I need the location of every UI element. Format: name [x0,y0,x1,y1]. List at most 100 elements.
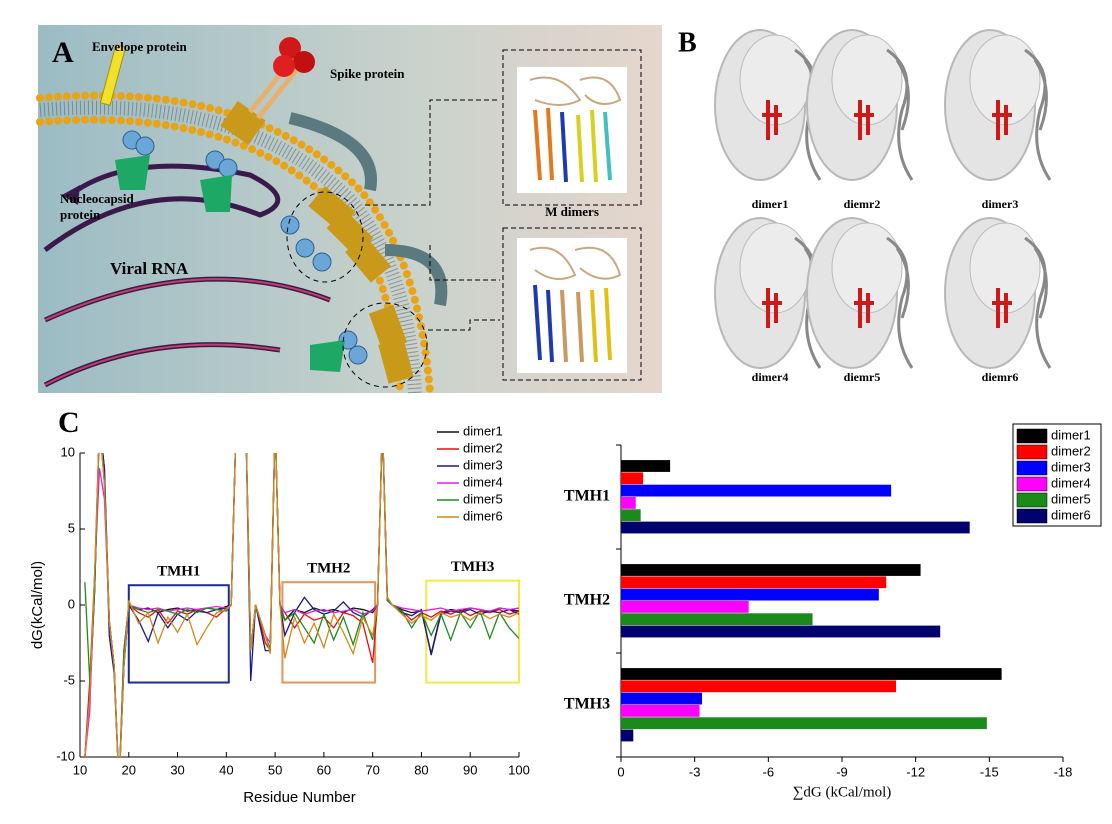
rna-arrow-head [62,185,80,205]
x-tick-label: 80 [414,762,428,777]
x-tick-label: 70 [365,762,379,777]
bar [621,576,887,589]
x-tick-label: 20 [122,762,136,777]
spike-base [220,100,266,146]
structure-label: dimer1 [752,197,789,211]
spike-head [273,55,295,77]
spike-head [279,37,301,59]
x-tick-label: -9 [836,764,848,779]
bar [621,521,970,534]
region-box [425,579,521,684]
bar [621,625,941,638]
membrane-outer [36,91,434,397]
structure-ribbon [1024,236,1052,369]
viral-rna-highlight [44,278,331,386]
structure-label: diemr5 [844,370,881,384]
dimer-box [502,49,642,206]
legend-label: dimer3 [463,457,503,472]
region-label: TMH2 [307,561,350,577]
y-tick-label: 10 [61,444,75,459]
series-line [84,453,519,757]
x-tick-label: -3 [689,764,701,779]
legend-swatch [1016,444,1048,460]
x-tick-label: 90 [463,762,477,777]
nucleocapsid-bodies [115,155,345,372]
binding-residues [854,288,874,328]
legend-label: dimer3 [1051,459,1091,474]
structure-label: diemr6 [982,370,1019,384]
region-box [127,584,230,684]
line-chart: -10 -5 0 5 10 10 20 30 40 50 60 70 80 90 100 Residue Nu… [29,423,530,806]
panel-label: C [58,406,80,439]
helices [533,107,612,363]
bar [621,509,641,522]
legend-swatch [1016,428,1048,444]
y-axis-label: dG(kCal/mol) [29,561,46,649]
bar [621,668,1002,680]
y-tick-label: -5 [63,672,75,687]
category-label: TMH1 [564,488,610,505]
legend-label: dimer1 [1051,427,1091,442]
nucleocapsid-shapes [122,130,368,365]
bar [621,705,700,717]
region-label: TMH3 [451,559,494,575]
bar [621,717,987,730]
bar [621,472,644,485]
structure-label: dimer4 [752,370,789,384]
panel-b: B dimer1 diemr2 dimer3 dimer4 diemr5 diemr6 [678,27,1052,384]
legend-label: dimer1 [463,423,503,438]
x-tick-label: 30 [170,762,184,777]
legend-swatch [1016,460,1048,476]
plot-lines [84,453,519,757]
label: Viral RNA [110,259,189,278]
series-line [84,453,519,757]
x-tick-label: -18 [1054,764,1073,779]
bar [621,460,671,472]
label: Envelope protein [92,39,188,54]
x-tick-label: 0 [617,764,624,779]
bar [621,601,749,613]
legend-label: dimer4 [1051,475,1091,490]
dimer-circle [342,302,428,388]
structure-label: diemr2 [844,197,881,211]
x-tick-label: -12 [906,764,925,779]
membrane-lipids [39,100,422,394]
x-tick-label: 60 [317,762,331,777]
x-tick-label: 100 [508,762,530,777]
arrow [288,112,377,192]
legend-label: dimer6 [1051,507,1091,522]
x-tick-label: -6 [763,764,775,779]
label: M dimers [545,204,599,219]
structure-ribbon [1024,48,1052,181]
x-tick-label: 40 [219,762,233,777]
label: protein [60,207,101,222]
envelope-protein-shape [99,44,127,106]
label: Nucleocapsid [60,191,134,206]
structure-label: dimer3 [982,197,1019,211]
legend-label: dimer5 [463,491,503,506]
bar [621,484,892,497]
series-line [84,453,519,757]
legend-swatch [1016,476,1048,492]
x-axis-label: Residue Number [243,789,356,806]
callout-lines [365,99,500,331]
y-tick-label: 5 [68,520,75,535]
binding-residues [992,288,1012,328]
bar [621,680,897,693]
x-axis-label: ∑dG (kCal/mol) [793,784,892,800]
binding-residues [762,100,782,140]
series-line [84,453,519,757]
panel-a: A Envelope protein Spike protein Nucleoc… [36,25,662,397]
structure-ribbon [886,48,914,181]
x-tick-label: 10 [73,762,87,777]
structure-ribbon [886,236,914,369]
y-tick-label: -10 [56,748,75,763]
label: Spike protein [330,66,405,81]
bar-chart: 0 -3 -6 -9 -12 -15 -18 ∑dG (kCal/mol) TMH1 TMH2 TM… [564,423,1102,800]
beta-sheets [529,76,622,280]
bar [621,564,921,576]
bar [621,613,813,626]
x-tick-label: -15 [980,764,999,779]
legend-label: dimer2 [463,440,503,455]
